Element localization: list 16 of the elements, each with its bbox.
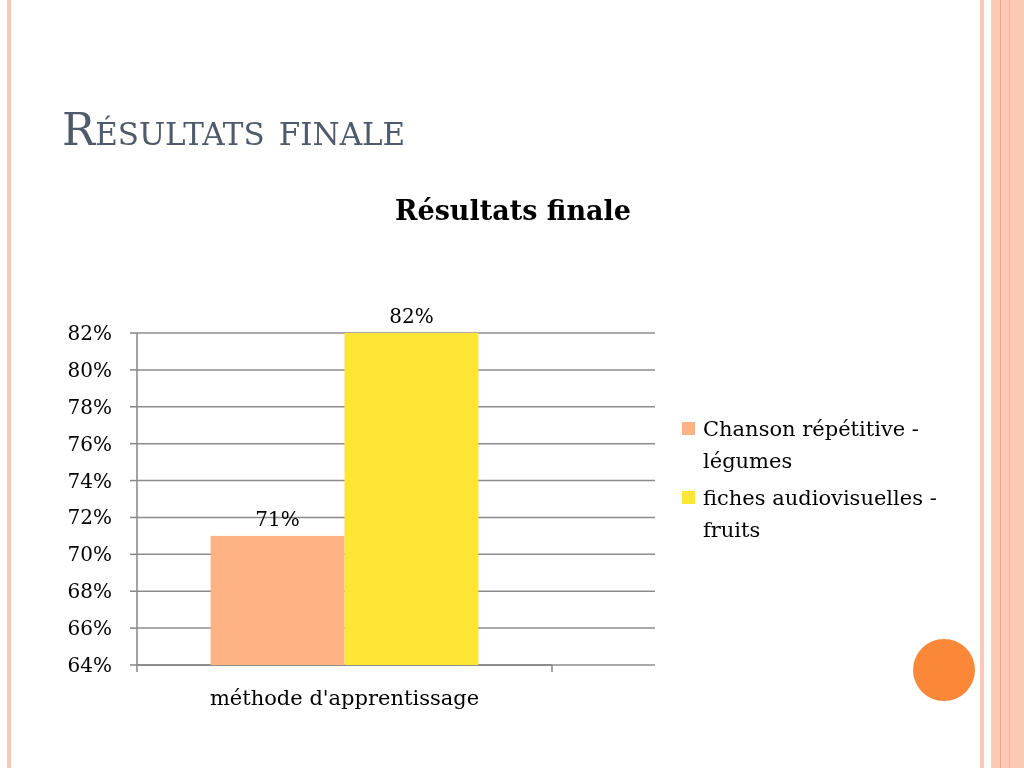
- data-label: 82%: [389, 304, 434, 328]
- y-tick-label: 76%: [67, 431, 112, 456]
- y-tick-label: 66%: [67, 616, 112, 641]
- chart-subtitle: Résultats finale: [395, 195, 631, 226]
- y-tick-label: 82%: [67, 321, 112, 345]
- data-label: 71%: [255, 506, 300, 531]
- y-tick-label: 80%: [67, 357, 112, 382]
- y-tick-label: 70%: [67, 542, 112, 567]
- y-tick-label: 68%: [67, 579, 112, 604]
- chart-title: Résultats finale: [62, 104, 406, 155]
- y-tick-label: 78%: [67, 394, 112, 419]
- y-tick-label: 64%: [67, 653, 112, 677]
- y-tick-label: 74%: [67, 468, 112, 493]
- y-tick-label: 72%: [67, 505, 112, 530]
- x-tick-label: méthode d'apprentissage: [209, 686, 480, 710]
- legend-label: fiches audiovisuelles - fruits: [703, 486, 937, 542]
